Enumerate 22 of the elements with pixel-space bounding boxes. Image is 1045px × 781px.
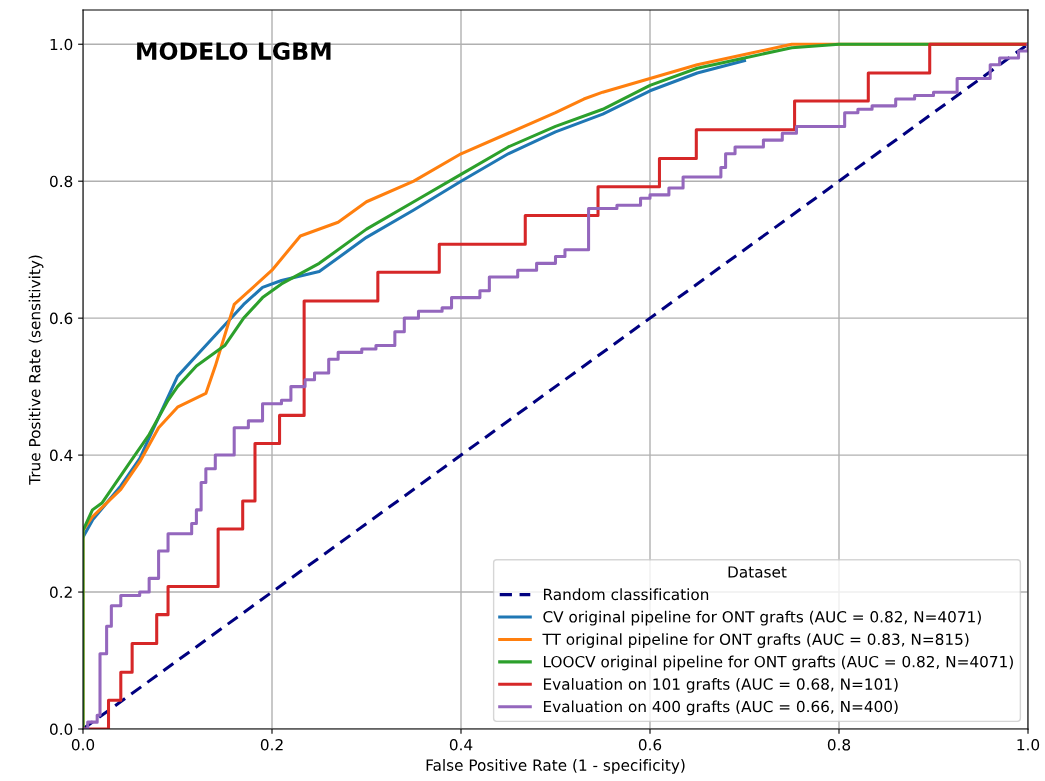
x-tick-label: 0.8 [827,738,851,751]
x-tick-label: 0.6 [638,738,662,751]
y-tick-label: 0.0 [49,723,73,736]
x-tick-label: 0.4 [449,738,473,751]
y-tick-label: 0.8 [49,175,73,188]
x-tick-label: 1.0 [1017,738,1040,751]
y-tick-label: 0.2 [49,586,72,599]
legend-label: Evaluation on 400 grafts (AUC = 0.66, N=400) [543,700,898,716]
y-tick-label: 0.4 [49,449,73,462]
legend-title: Dataset [728,566,787,578]
x-axis-title: False Positive Rate (1 - specificity) [426,759,685,774]
legend-label: TT original pipeline for ONT grafts (AUC = 0.83, N=815) [542,633,969,648]
legend-label: LOOCV original pipeline for ONT grafts (AUC = 0.82, N=4071) [543,655,1013,671]
legend-label: Evaluation on 101 grafts (AUC = 0.68, N=101) [543,678,898,693]
x-tick-label: 0.2 [260,738,283,751]
legend-label: Random classification [543,588,709,601]
legend-label: CV original pipeline for ONT grafts (AUC = 0.82, N=4071) [543,610,981,626]
text: MODELO LGBM [137,42,331,60]
x-tick-label: 0.0 [71,738,95,751]
y-axis-title: True Positive Rate (sensitivity) [28,255,44,485]
y-tick-label: 0.6 [49,312,73,325]
y-tick-label: 1.0 [50,38,73,51]
